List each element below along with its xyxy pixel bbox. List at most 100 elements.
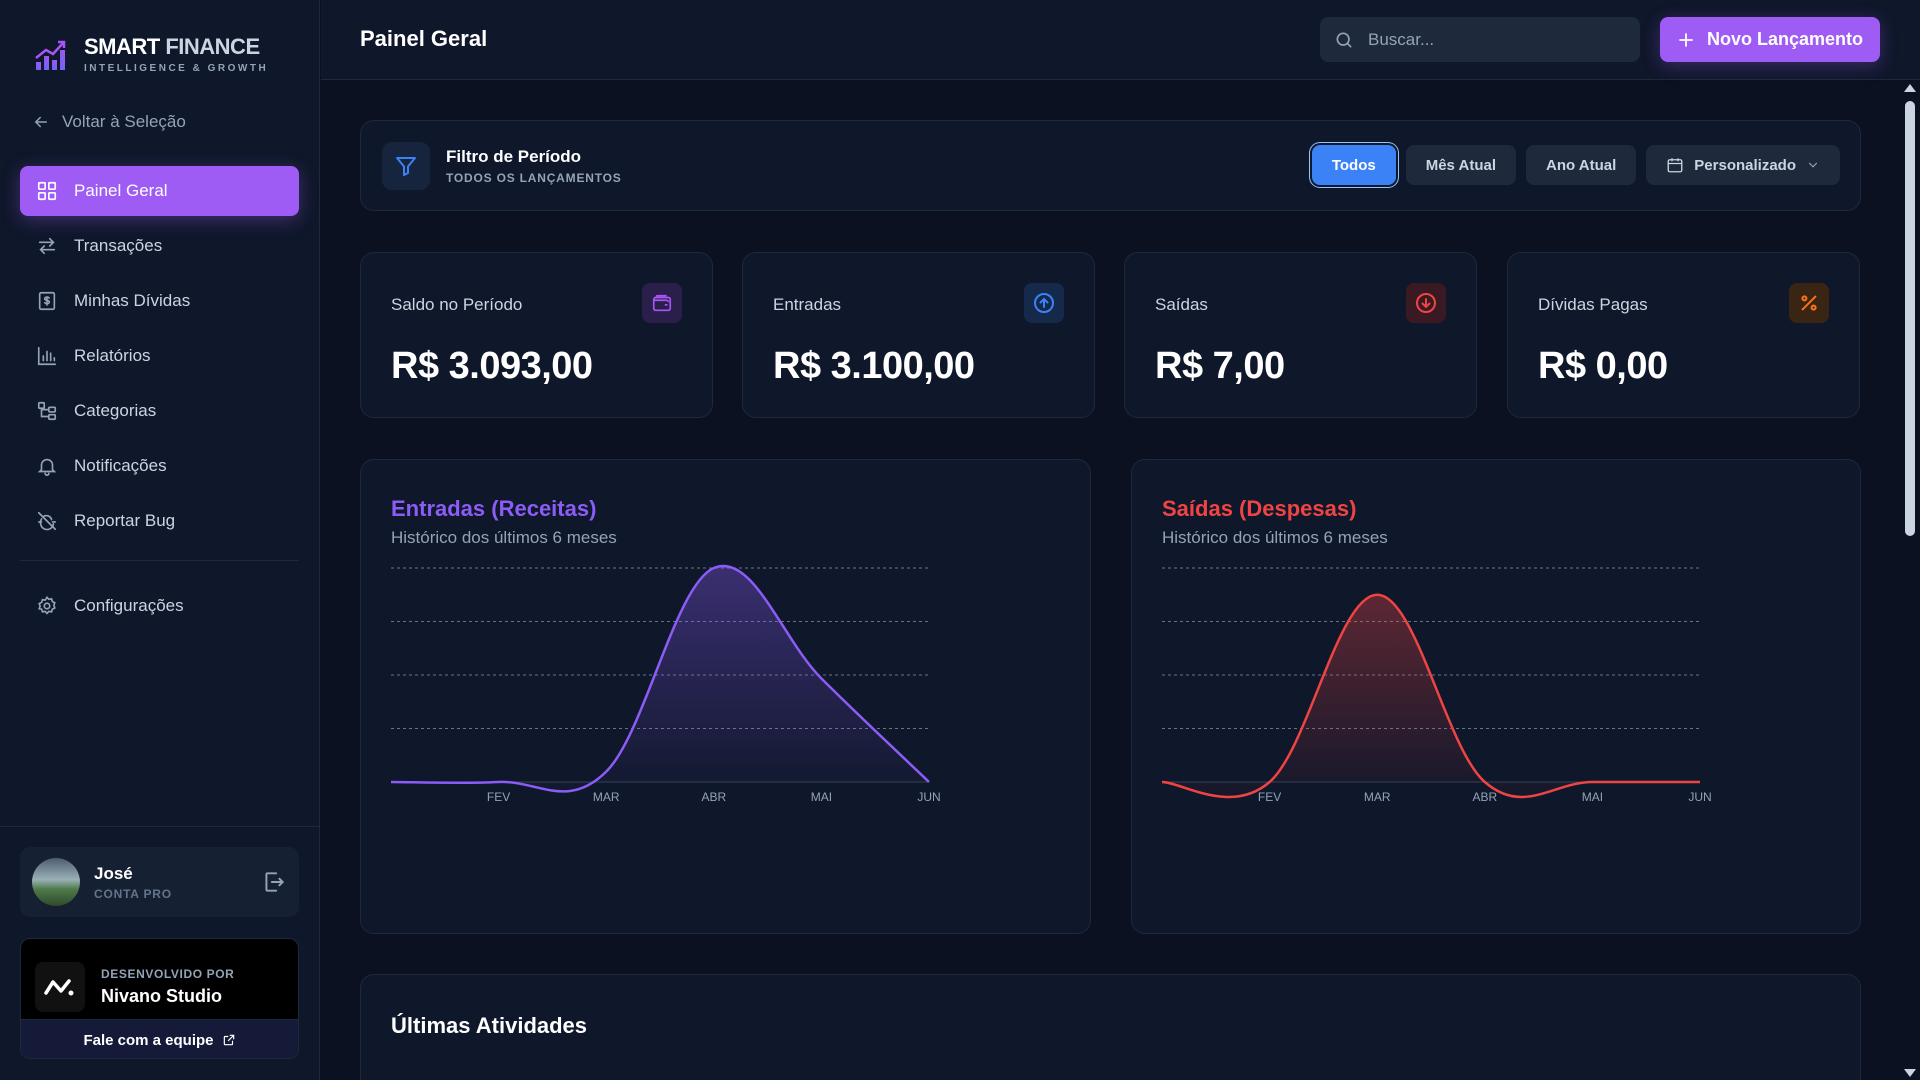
scroll-up-arrow-icon[interactable] — [1904, 84, 1916, 92]
filter-title: Filtro de Período — [446, 147, 582, 166]
contact-team-link[interactable]: Fale com a equipe — [21, 1019, 298, 1058]
stat-label: Dívidas Pagas — [1538, 295, 1648, 314]
stat-value: R$ 0,00 — [1538, 345, 1668, 387]
sidebar-divider — [0, 826, 320, 827]
scroll-thumb[interactable] — [1905, 101, 1915, 536]
receipt-icon — [38, 291, 56, 311]
percent-icon — [1789, 283, 1829, 323]
developer-card: DESENVOLVIDO POR Nivano Studio Fale com … — [20, 938, 299, 1059]
nav-label: Relatórios — [74, 346, 151, 365]
search-icon — [1336, 32, 1352, 48]
stat-card-entradas: Entradas R$ 3.100,00 — [742, 252, 1095, 418]
page-title: Painel Geral — [360, 26, 488, 51]
bar-chart-icon — [37, 346, 57, 366]
nav-item-relatorios[interactable]: Relatórios — [20, 331, 299, 381]
x-tick-label: ABR — [1472, 790, 1497, 804]
nav-label: Configurações — [74, 596, 184, 615]
new-entry-label: Novo Lançamento — [1706, 29, 1864, 49]
filter-icon — [382, 142, 430, 190]
growth-chart-icon — [35, 40, 66, 70]
x-tick-label: FEV — [1258, 790, 1281, 804]
income-chart-title: Entradas (Receitas) — [391, 496, 597, 521]
nav-item-transacoes[interactable]: Transações — [20, 221, 299, 271]
user-name: José — [94, 863, 133, 883]
stat-label: Saldo no Período — [391, 295, 523, 314]
period-filter: Filtro de Período TODOS OS LANÇAMENTOS T… — [360, 120, 1861, 211]
main-nav: Painel Geral Transações Minhas Dívidas R… — [20, 166, 299, 636]
stat-label: Entradas — [773, 295, 842, 314]
nav-label: Notificações — [74, 456, 167, 475]
page-scrollbar[interactable] — [1900, 81, 1920, 1080]
nav-item-reportar-bug[interactable]: Reportar Bug — [20, 496, 299, 546]
nav-label: Minhas Dívidas — [74, 291, 191, 310]
main-content: Filtro de Período TODOS OS LANÇAMENTOS T… — [321, 81, 1901, 1080]
scroll-down-arrow-icon[interactable] — [1904, 1069, 1916, 1077]
x-tick-label: ABR — [701, 790, 726, 804]
nav-item-painel-geral[interactable]: Painel Geral — [20, 166, 299, 216]
nav-label: Categorias — [74, 401, 157, 420]
sidebar: SMART FINANCE INTELLIGENCE & GROWTH Volt… — [0, 0, 320, 1080]
expense-chart: FEV MAR ABR MAI JUN — [1161, 567, 1712, 804]
filter-subtitle: TODOS OS LANÇAMENTOS — [446, 171, 622, 185]
calendar-icon — [1667, 158, 1683, 173]
back-to-selection-link[interactable]: Voltar à Seleção — [32, 112, 186, 132]
wallet-icon — [642, 283, 682, 323]
arrow-up-circle-icon — [1024, 283, 1064, 323]
external-link-icon — [223, 1034, 234, 1046]
series-line — [390, 564, 930, 793]
grid-icon — [37, 181, 57, 201]
search-input[interactable] — [1368, 29, 1618, 50]
arrow-down-circle-icon — [1406, 283, 1446, 323]
series-area — [391, 565, 929, 792]
expense-chart-title: Saídas (Despesas) — [1162, 496, 1357, 521]
series-area — [1162, 594, 1700, 797]
nav-item-notificacoes[interactable]: Notificações — [20, 441, 299, 491]
user-card[interactable]: José CONTA PRO — [20, 847, 299, 917]
developer-label: DESENVOLVIDO POR — [101, 967, 235, 981]
x-tick-label: MAI — [1582, 790, 1603, 804]
x-tick-label: FEV — [487, 790, 510, 804]
x-tick-label: MAR — [593, 790, 620, 804]
nivano-logo-icon — [35, 962, 85, 1012]
logout-icon[interactable] — [261, 869, 287, 895]
back-link-label: Voltar à Seleção — [62, 112, 186, 131]
stat-value: R$ 7,00 — [1155, 345, 1285, 387]
nav-label: Painel Geral — [74, 181, 168, 200]
stat-value: R$ 3.093,00 — [391, 345, 593, 387]
brand-subtitle: INTELLIGENCE & GROWTH — [84, 63, 269, 74]
tree-icon — [37, 401, 57, 421]
stat-card-saidas: Saídas R$ 7,00 — [1124, 252, 1477, 418]
arrow-left-icon — [34, 116, 47, 128]
stat-card-saldo: Saldo no Período R$ 3.093,00 — [360, 252, 713, 418]
stat-card-dividas-pagas: Dívidas Pagas R$ 0,00 — [1507, 252, 1860, 418]
filter-todos-button[interactable]: Todos — [1311, 145, 1396, 185]
nav-item-configuracoes[interactable]: Configurações — [20, 581, 299, 631]
filter-mes-atual-button[interactable]: Mês Atual — [1405, 145, 1517, 185]
avatar[interactable] — [32, 858, 80, 906]
series-line — [1161, 593, 1700, 799]
x-tick-label: JUN — [1688, 790, 1711, 804]
x-tick-label: MAR — [1364, 790, 1391, 804]
filter-personalizado-dropdown[interactable]: Personalizado — [1646, 145, 1840, 185]
bell-icon — [37, 458, 57, 476]
new-entry-button[interactable]: Novo Lançamento — [1660, 17, 1880, 62]
brand-logo[interactable]: SMART FINANCE INTELLIGENCE & GROWTH — [34, 34, 268, 74]
plus-icon — [1679, 32, 1693, 47]
search-box[interactable] — [1320, 17, 1640, 62]
filter-ano-atual-button[interactable]: Ano Atual — [1526, 145, 1637, 185]
income-chart: FEV MAR ABR MAI JUN — [390, 564, 941, 804]
gear-icon — [38, 595, 56, 615]
x-tick-label: MAI — [811, 790, 832, 804]
expense-chart-card: FEV MAR ABR MAI JUN Saídas (Despesas) Histór… — [1131, 459, 1861, 934]
chevron-down-icon — [1808, 162, 1818, 168]
recent-activities-card: Últimas Atividades — [360, 974, 1861, 1080]
expense-chart-subtitle: Histórico dos últimos 6 meses — [1162, 528, 1388, 547]
nav-item-minhas-dividas[interactable]: Minhas Dívidas — [20, 276, 299, 326]
developer-name: Nivano Studio — [101, 986, 222, 1006]
filter-personalizado-label: Personalizado — [1694, 156, 1796, 174]
nav-label: Transações — [74, 236, 163, 255]
nav-item-categorias[interactable]: Categorias — [20, 386, 299, 436]
contact-team-label: Fale com a equipe — [83, 1031, 214, 1049]
transfer-arrows-icon — [38, 237, 56, 255]
top-bar: Painel Geral Novo Lançamento — [321, 0, 1920, 80]
